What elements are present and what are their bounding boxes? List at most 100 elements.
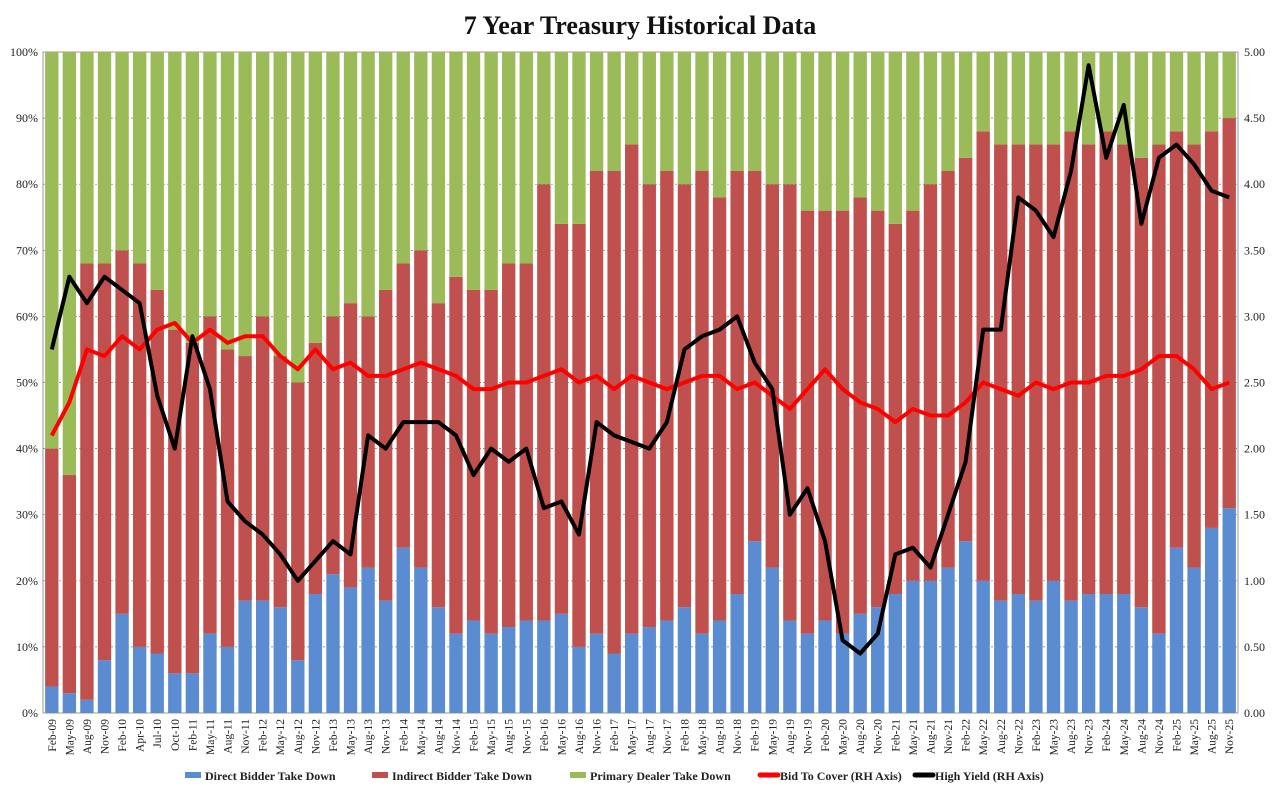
- x-tick-label: Feb-14: [398, 719, 410, 752]
- x-tick-label: Nov-18: [732, 719, 744, 754]
- bar-indirect-bidder-take-down: [308, 342, 323, 595]
- bar-direct-bidder-take-down: [906, 580, 920, 713]
- bar-indirect-bidder-take-down: [976, 131, 990, 581]
- bar-primary-dealer-take-down: [1152, 52, 1166, 145]
- x-tick-label: Nov-19: [802, 719, 814, 754]
- bar-direct-bidder-take-down: [396, 547, 410, 713]
- x-tick-label: Nov-24: [1154, 719, 1166, 754]
- left-tick-label: 40%: [16, 442, 38, 456]
- bar-indirect-bidder-take-down: [730, 170, 744, 595]
- x-tick-label: Feb-12: [258, 719, 270, 752]
- bar-indirect-bidder-take-down: [818, 210, 832, 621]
- bar-direct-bidder-take-down: [1204, 527, 1219, 713]
- x-tick-label: Feb-23: [1031, 719, 1043, 752]
- bar-indirect-bidder-take-down: [203, 316, 217, 634]
- bar-direct-bidder-take-down: [958, 541, 973, 713]
- x-tick-label: Feb-17: [609, 719, 621, 752]
- bar-indirect-bidder-take-down: [923, 184, 938, 581]
- legend-swatch: [372, 772, 388, 778]
- x-tick-label: Feb-15: [469, 719, 481, 752]
- bar-direct-bidder-take-down: [519, 620, 533, 713]
- bar-direct-bidder-take-down: [537, 620, 551, 713]
- bar-primary-dealer-take-down: [168, 52, 182, 330]
- x-tick-label: Feb-22: [961, 719, 973, 752]
- bar-direct-bidder-take-down: [80, 699, 94, 713]
- x-tick-label: Nov-12: [310, 719, 322, 754]
- x-tick-label: May-25: [1189, 719, 1201, 756]
- x-tick-label: Nov-14: [451, 719, 463, 754]
- x-tick-label: May-24: [1119, 719, 1131, 756]
- left-axis: 0% 10% 20% 30% 40% 50% 60% 70% 80% 90% 100%: [10, 45, 38, 720]
- bar-indirect-bidder-take-down: [185, 342, 200, 674]
- bar-direct-bidder-take-down: [97, 660, 112, 713]
- bar-direct-bidder-take-down: [115, 613, 129, 713]
- bar-indirect-bidder-take-down: [1011, 144, 1026, 595]
- bar-primary-dealer-take-down: [677, 52, 692, 185]
- x-tick-label: May-12: [275, 719, 287, 756]
- bar-primary-dealer-take-down: [115, 52, 129, 251]
- bar-indirect-bidder-take-down: [941, 170, 955, 568]
- x-tick-label: Feb-16: [539, 719, 551, 752]
- bar-primary-dealer-take-down: [871, 52, 885, 211]
- bar-direct-bidder-take-down: [554, 613, 569, 713]
- left-tick-label: 10%: [16, 640, 38, 654]
- bar-indirect-bidder-take-down: [343, 303, 358, 588]
- right-tick-label: 3.00: [1244, 309, 1265, 323]
- bar-primary-dealer-take-down: [1222, 52, 1236, 119]
- x-tick-label: Oct-10: [170, 719, 182, 751]
- left-tick-label: 100%: [10, 45, 38, 59]
- bar-primary-dealer-take-down: [994, 52, 1008, 145]
- x-tick-label: Nov-09: [100, 719, 112, 754]
- bar-indirect-bidder-take-down: [607, 170, 621, 654]
- bar-primary-dealer-take-down: [853, 52, 867, 198]
- bar-primary-dealer-take-down: [45, 52, 59, 449]
- right-tick-label: 0.50: [1244, 640, 1265, 654]
- x-tick-label: Nov-21: [943, 719, 955, 754]
- bar-indirect-bidder-take-down: [853, 197, 867, 614]
- bar-direct-bidder-take-down: [449, 633, 463, 713]
- bar-primary-dealer-take-down: [1011, 52, 1026, 145]
- bar-direct-bidder-take-down: [466, 620, 481, 713]
- bar-indirect-bidder-take-down: [291, 382, 305, 661]
- x-tick-label: Feb-10: [117, 719, 129, 752]
- x-tick-label: Aug-25: [1207, 719, 1219, 754]
- bar-primary-dealer-take-down: [818, 52, 832, 211]
- bar-primary-dealer-take-down: [1134, 52, 1149, 158]
- bar-direct-bidder-take-down: [607, 653, 621, 713]
- bar-primary-dealer-take-down: [1169, 52, 1184, 132]
- bar-primary-dealer-take-down: [923, 52, 938, 185]
- bar-direct-bidder-take-down: [343, 587, 358, 713]
- bar-direct-bidder-take-down: [572, 646, 586, 713]
- x-tick-label: Apr-10: [135, 719, 147, 752]
- bar-indirect-bidder-take-down: [150, 289, 164, 654]
- bar-direct-bidder-take-down: [642, 627, 656, 713]
- x-tick-label: May-14: [416, 719, 428, 756]
- x-tick-label: Nov-22: [1013, 719, 1025, 754]
- bar-primary-dealer-take-down: [1064, 52, 1078, 132]
- bar-indirect-bidder-take-down: [238, 356, 252, 601]
- x-tick-label: Feb-20: [820, 719, 832, 752]
- bar-direct-bidder-take-down: [712, 620, 727, 713]
- bar-direct-bidder-take-down: [1099, 594, 1113, 713]
- legend-label: High Yield (RH Axis): [935, 769, 1044, 783]
- bar-primary-dealer-take-down: [519, 52, 533, 264]
- bar-direct-bidder-take-down: [1169, 547, 1184, 713]
- x-tick-label: Aug-22: [996, 719, 1008, 754]
- bar-primary-dealer-take-down: [185, 52, 200, 343]
- bar-indirect-bidder-take-down: [449, 276, 463, 634]
- x-tick-label: May-16: [556, 719, 568, 756]
- bar-primary-dealer-take-down: [449, 52, 463, 277]
- bar-primary-dealer-take-down: [906, 52, 920, 211]
- bar-indirect-bidder-take-down: [554, 223, 569, 614]
- bar-primary-dealer-take-down: [537, 52, 551, 185]
- bar-indirect-bidder-take-down: [1046, 144, 1061, 581]
- bar-direct-bidder-take-down: [1011, 594, 1026, 713]
- x-tick-label: Aug-16: [574, 719, 586, 754]
- bar-direct-bidder-take-down: [871, 607, 885, 713]
- x-tick-label: May-21: [908, 719, 920, 756]
- x-tick-label: May-13: [346, 719, 358, 756]
- left-tick-label: 20%: [16, 574, 38, 588]
- left-tick-label: 70%: [16, 243, 38, 257]
- bar-primary-dealer-take-down: [132, 52, 147, 264]
- bar-indirect-bidder-take-down: [695, 170, 709, 634]
